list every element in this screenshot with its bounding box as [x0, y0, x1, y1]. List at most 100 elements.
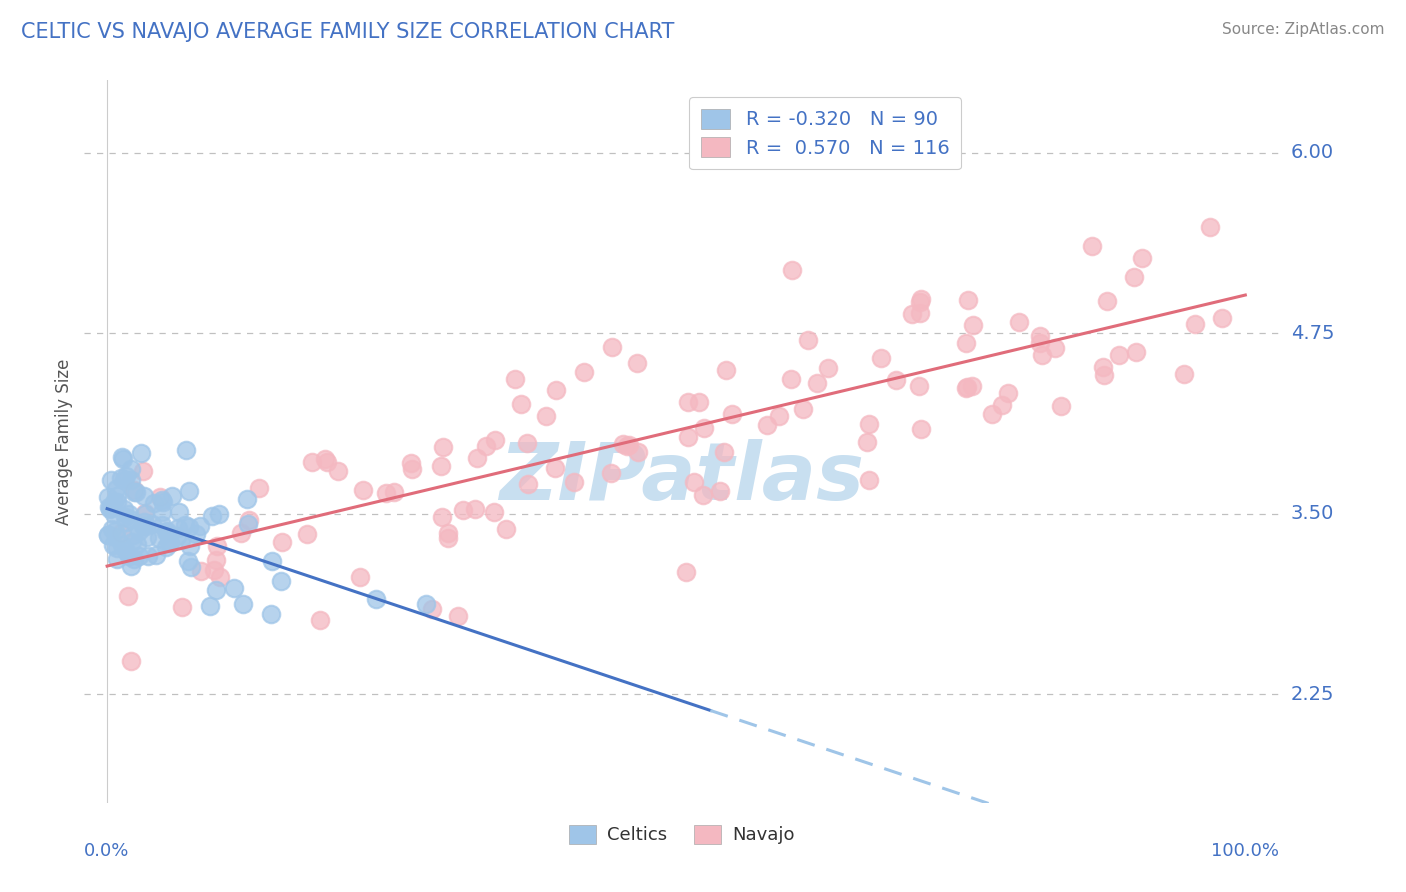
Point — [1029, 328, 1052, 343]
Point — [114, 469, 136, 483]
Point — [399, 456, 422, 470]
Point — [495, 522, 517, 536]
Point — [1050, 399, 1073, 413]
Point — [145, 548, 167, 562]
Point — [600, 467, 623, 481]
Point — [503, 371, 526, 385]
Point — [169, 505, 191, 519]
Point — [756, 417, 779, 432]
Point — [1173, 367, 1195, 381]
Point — [432, 510, 454, 524]
Point — [572, 365, 595, 379]
Point — [110, 471, 132, 485]
Point — [190, 564, 212, 578]
Point — [780, 263, 803, 277]
Point — [177, 483, 200, 498]
Point — [134, 516, 156, 530]
Point — [159, 535, 181, 549]
Point — [962, 318, 984, 332]
Point — [128, 524, 150, 538]
Point — [112, 501, 135, 516]
Point — [308, 613, 330, 627]
Point — [270, 574, 292, 589]
Text: 6.00: 6.00 — [1291, 143, 1334, 162]
Point — [156, 524, 179, 539]
Point — [110, 526, 132, 541]
Point — [135, 519, 157, 533]
Point — [114, 510, 136, 524]
Point — [111, 537, 134, 551]
Point — [120, 473, 142, 487]
Point — [174, 517, 197, 532]
Point — [120, 559, 142, 574]
Point — [956, 380, 979, 394]
Point — [201, 508, 224, 523]
Point — [616, 439, 638, 453]
Point — [797, 333, 820, 347]
Point — [132, 464, 155, 478]
Point — [149, 490, 172, 504]
Point — [236, 516, 259, 531]
Point — [148, 531, 170, 545]
Point — [484, 433, 506, 447]
Point — [517, 476, 540, 491]
Point — [166, 529, 188, 543]
Point — [436, 526, 458, 541]
Point — [792, 401, 814, 416]
Point — [482, 505, 505, 519]
Point — [222, 582, 245, 596]
Point — [105, 482, 128, 496]
Point — [1095, 293, 1118, 308]
Point — [174, 443, 197, 458]
Point — [447, 609, 470, 624]
Point — [779, 372, 801, 386]
Point — [160, 489, 183, 503]
Point — [962, 379, 984, 393]
Point — [97, 500, 120, 515]
Point — [544, 461, 567, 475]
Point — [132, 519, 155, 533]
Point — [121, 535, 143, 549]
Point — [122, 552, 145, 566]
Point — [105, 495, 128, 509]
Point — [205, 553, 228, 567]
Point — [1199, 220, 1222, 235]
Point — [150, 505, 173, 519]
Point — [713, 445, 735, 459]
Point — [101, 538, 124, 552]
Point — [683, 475, 706, 489]
Point — [105, 489, 128, 503]
Point — [600, 340, 623, 354]
Point — [205, 540, 228, 554]
Point — [103, 507, 125, 521]
Point — [692, 488, 714, 502]
Point — [208, 507, 231, 521]
Point — [510, 397, 533, 411]
Point — [475, 439, 498, 453]
Point — [693, 421, 716, 435]
Point — [232, 597, 254, 611]
Point — [991, 398, 1014, 412]
Point — [870, 351, 893, 366]
Point — [297, 526, 319, 541]
Point — [124, 483, 146, 498]
Point — [858, 417, 880, 431]
Point — [150, 492, 173, 507]
Point — [134, 507, 156, 521]
Point — [688, 394, 710, 409]
Point — [120, 654, 142, 668]
Point — [352, 483, 374, 497]
Text: 4.75: 4.75 — [1291, 324, 1334, 343]
Point — [179, 539, 201, 553]
Point — [247, 481, 270, 495]
Point — [907, 378, 929, 392]
Point — [198, 599, 221, 614]
Point — [104, 524, 127, 538]
Text: CELTIC VS NAVAJO AVERAGE FAMILY SIZE CORRELATION CHART: CELTIC VS NAVAJO AVERAGE FAMILY SIZE COR… — [21, 22, 675, 42]
Point — [125, 484, 148, 499]
Point — [562, 475, 585, 489]
Point — [374, 485, 396, 500]
Point — [901, 307, 924, 321]
Point — [858, 473, 880, 487]
Point — [1130, 251, 1153, 265]
